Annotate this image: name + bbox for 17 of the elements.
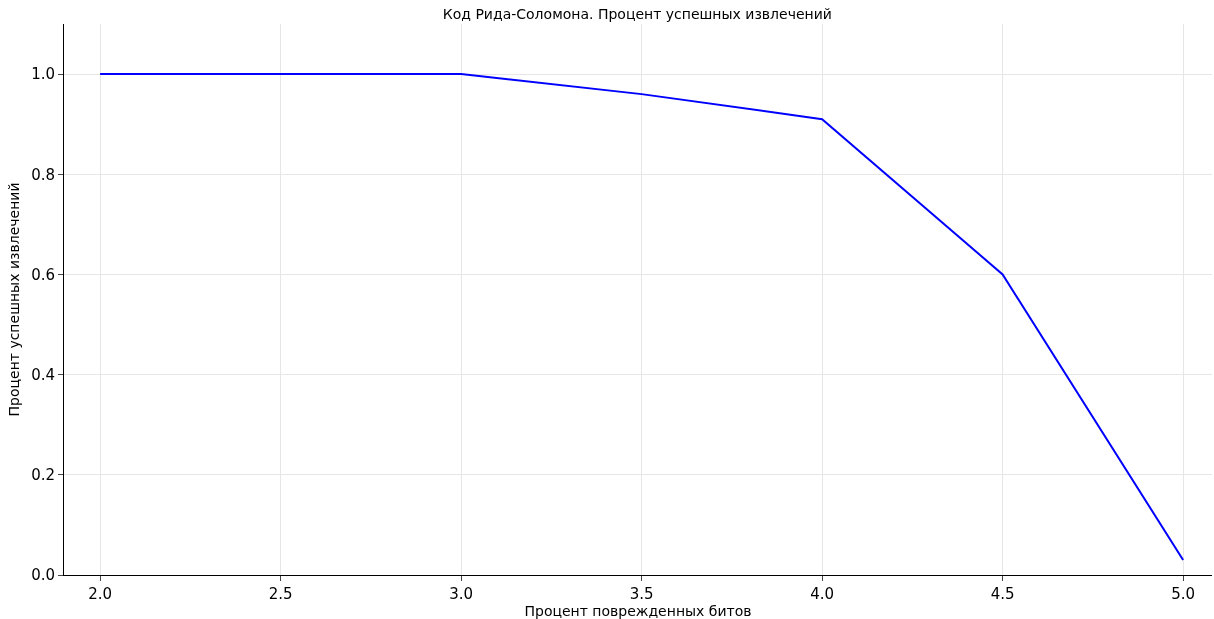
y-tick-label: 0.2 [31, 466, 55, 485]
x-tick-label: 2.0 [88, 585, 113, 603]
y-axis-title: Процент успешных извлечений [5, 182, 22, 417]
x-tick-label: 2.5 [268, 585, 293, 603]
y-tick-label: 0.6 [31, 265, 55, 284]
y-tick-label: 0.8 [31, 165, 55, 184]
line-series [99, 73, 1185, 561]
x-tick-label: 5.0 [1171, 585, 1196, 603]
x-tick-label: 4.0 [810, 585, 835, 603]
x-tick-label: 4.5 [990, 585, 1015, 603]
x-axis-title: Процент поврежденных битов [524, 603, 752, 619]
y-tick-label: 1.0 [31, 65, 55, 84]
y-tick-label: 0.4 [31, 365, 55, 384]
x-tick-label: 3.5 [629, 585, 654, 603]
chart-title: Код Рида-Соломона. Процент успешных извлечений [442, 6, 832, 23]
y-tick-label: 0.0 [31, 566, 55, 585]
x-tick-label: 3.0 [449, 585, 474, 603]
